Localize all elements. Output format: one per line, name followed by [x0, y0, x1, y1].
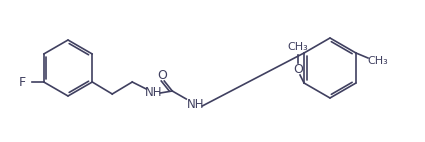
Text: F: F	[19, 76, 26, 88]
Text: CH₃: CH₃	[368, 56, 388, 66]
Text: NH: NH	[144, 85, 162, 99]
Text: NH: NH	[187, 98, 204, 110]
Text: CH₃: CH₃	[288, 42, 309, 52]
Text: O: O	[157, 68, 167, 82]
Text: O: O	[293, 62, 303, 76]
